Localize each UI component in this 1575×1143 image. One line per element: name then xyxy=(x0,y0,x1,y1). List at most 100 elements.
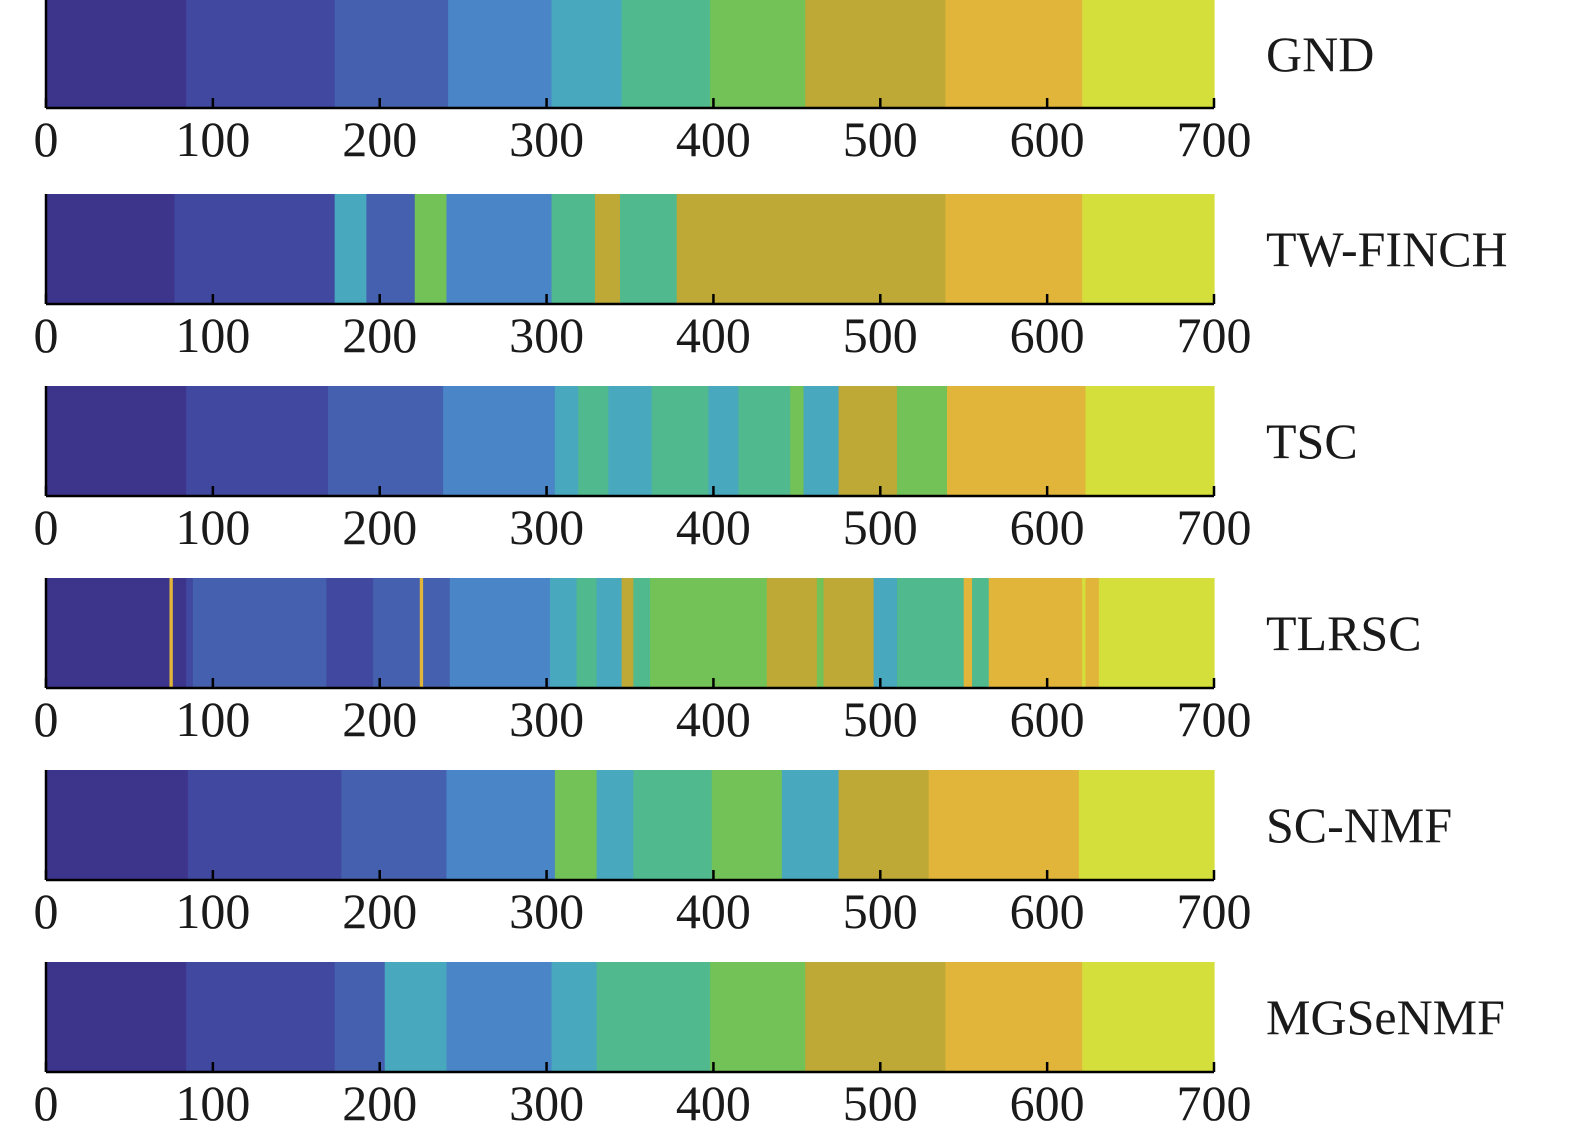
x-tick-label: 200 xyxy=(342,1075,417,1131)
x-tick-label: 200 xyxy=(342,691,417,747)
bar-segment xyxy=(551,962,598,1072)
bar-segment xyxy=(576,578,598,688)
x-tick-label: 200 xyxy=(342,883,417,939)
bar-segment xyxy=(1085,386,1215,496)
bar-segment xyxy=(766,578,818,688)
x-tick-label: 400 xyxy=(676,111,751,167)
bar-segment xyxy=(384,962,448,1072)
bar-segment xyxy=(803,386,840,496)
bar-segment xyxy=(823,578,875,688)
bar-segment xyxy=(710,962,806,1072)
x-tick-label: 600 xyxy=(1010,111,1085,167)
bar-segment xyxy=(594,194,621,304)
bar-segment xyxy=(46,386,187,496)
x-tick-label: 600 xyxy=(1010,307,1085,363)
bar-segment xyxy=(186,578,194,688)
x-tick-label: 0 xyxy=(34,691,59,747)
bar-segment xyxy=(710,0,806,108)
bar-segment xyxy=(781,770,840,880)
bar-segment xyxy=(1082,962,1215,1072)
x-tick-label: 600 xyxy=(1010,883,1085,939)
x-tick-label: 400 xyxy=(676,1075,751,1131)
bar-segment xyxy=(327,386,444,496)
bar-segment xyxy=(1082,578,1087,688)
bar-segment xyxy=(708,386,740,496)
bar-segment xyxy=(554,770,598,880)
x-tick-label: 500 xyxy=(843,883,918,939)
bar-segment xyxy=(816,578,825,688)
x-tick-label: 300 xyxy=(509,883,584,939)
bar-segment xyxy=(192,578,327,688)
bar-segment xyxy=(549,578,578,688)
x-tick-label: 200 xyxy=(342,111,417,167)
bar-segment xyxy=(169,578,174,688)
x-tick-label: 400 xyxy=(676,883,751,939)
bar-segment xyxy=(334,0,449,108)
x-tick-label: 700 xyxy=(1177,691,1252,747)
bar-segment xyxy=(46,0,187,108)
x-tick-label: 0 xyxy=(34,499,59,555)
bar-segment xyxy=(46,770,189,880)
bar-segment xyxy=(633,578,651,688)
bar-segment xyxy=(945,962,1083,1072)
x-tick-label: 300 xyxy=(509,691,584,747)
bar-segment xyxy=(928,770,1080,880)
bar-segment xyxy=(443,386,556,496)
bar-segment xyxy=(838,770,930,880)
bar-segment xyxy=(947,386,1087,496)
bar-segment xyxy=(554,386,579,496)
bar-segment xyxy=(621,0,711,108)
bar-segment xyxy=(711,770,783,880)
bar-segment xyxy=(449,578,551,688)
x-tick-label: 500 xyxy=(843,691,918,747)
x-tick-label: 600 xyxy=(1010,499,1085,555)
bar-segment xyxy=(334,194,367,304)
x-tick-label: 700 xyxy=(1177,111,1252,167)
x-tick-label: 300 xyxy=(509,499,584,555)
x-tick-label: 0 xyxy=(34,111,59,167)
bar-segment xyxy=(446,194,553,304)
bar-segment xyxy=(551,0,623,108)
bar-segment xyxy=(738,386,791,496)
bar-segment xyxy=(621,578,634,688)
x-tick-label: 500 xyxy=(843,111,918,167)
bar-segment xyxy=(174,194,336,304)
bar-segment xyxy=(373,578,421,688)
bar-segment xyxy=(326,578,374,688)
x-tick-label: 0 xyxy=(34,1075,59,1131)
bar-segment xyxy=(945,194,1083,304)
bar-segment xyxy=(414,194,448,304)
bar-segment xyxy=(873,578,898,688)
bar-segment xyxy=(334,962,386,1072)
x-tick-label: 100 xyxy=(175,1075,250,1131)
row-label: TSC xyxy=(1266,413,1358,469)
bar-segment xyxy=(446,962,553,1072)
bar-segment xyxy=(805,962,946,1072)
x-tick-label: 700 xyxy=(1177,1075,1252,1131)
bar-segment xyxy=(46,962,187,1072)
bar-segment xyxy=(633,770,713,880)
bar-segment xyxy=(551,194,596,304)
bar-segment xyxy=(187,770,342,880)
bar-segment xyxy=(1082,194,1215,304)
row-label: SC-NMF xyxy=(1266,797,1452,853)
bar-segment xyxy=(963,578,973,688)
bar-segment xyxy=(945,0,1083,108)
x-tick-label: 400 xyxy=(676,691,751,747)
bar-segment xyxy=(46,578,171,688)
x-tick-label: 0 xyxy=(34,307,59,363)
bar-segment xyxy=(446,770,556,880)
bar-segment xyxy=(578,386,609,496)
x-tick-label: 600 xyxy=(1010,1075,1085,1131)
bar-segment xyxy=(651,386,710,496)
row-label: GND xyxy=(1266,26,1374,82)
row-label: MGSeNMF xyxy=(1266,989,1505,1045)
x-tick-label: 100 xyxy=(175,883,250,939)
bar-segment xyxy=(805,0,946,108)
x-tick-label: 700 xyxy=(1177,307,1252,363)
bar-segment xyxy=(596,770,634,880)
x-tick-label: 300 xyxy=(509,1075,584,1131)
bar-segment xyxy=(596,578,623,688)
x-tick-label: 0 xyxy=(34,883,59,939)
bar-segment xyxy=(423,578,451,688)
